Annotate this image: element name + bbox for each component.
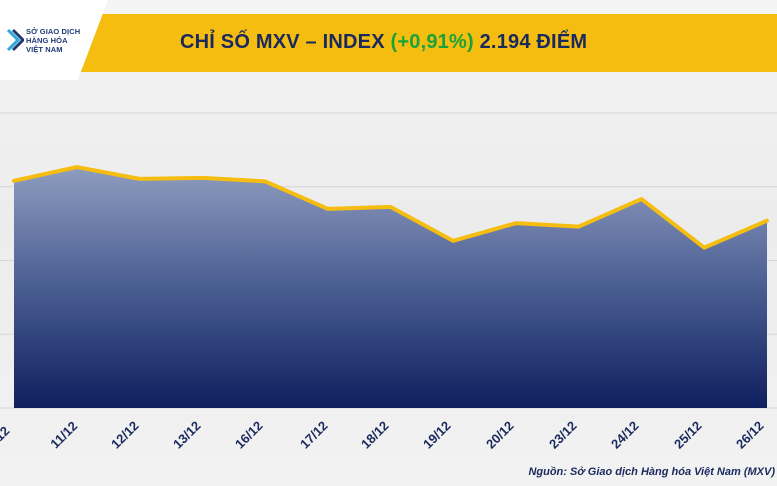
logo-text: SỞ GIAO DỊCH HÀNG HÓA VIỆT NAM bbox=[26, 27, 96, 54]
x-tick-label: /12 bbox=[0, 423, 13, 446]
x-tick-label: 23/12 bbox=[546, 418, 580, 452]
title-prefix: CHỈ SỐ MXV – INDEX bbox=[180, 31, 385, 53]
logo-chevron-icon bbox=[6, 28, 24, 52]
x-tick-label: 12/12 bbox=[108, 418, 142, 452]
chart-title: CHỈ SỐ MXV – INDEX (+0,91%) 2.194 ĐIỂM bbox=[180, 31, 587, 57]
header-band bbox=[70, 14, 777, 72]
x-tick-label: 26/12 bbox=[733, 418, 767, 452]
x-tick-label: 19/12 bbox=[420, 418, 454, 452]
logo-line-3: VIỆT NAM bbox=[26, 45, 63, 54]
x-tick-label: 24/12 bbox=[608, 418, 642, 452]
title-change: (+0,91%) bbox=[390, 31, 474, 53]
logo-line-1: SỞ GIAO DỊCH bbox=[26, 27, 81, 36]
title-suffix: 2.194 ĐIỂM bbox=[479, 31, 588, 53]
index-line bbox=[12, 165, 769, 250]
source-note: Nguồn: Sở Giao dịch Hàng hóa Việt Nam (M… bbox=[528, 466, 775, 478]
x-tick-label: 16/12 bbox=[232, 418, 266, 452]
area-fill bbox=[14, 167, 767, 408]
x-tick-label: 13/12 bbox=[170, 418, 204, 452]
x-tick-label: 11/12 bbox=[47, 418, 80, 451]
x-tick-label: 18/12 bbox=[358, 418, 392, 452]
x-tick-label: 25/12 bbox=[671, 418, 705, 452]
x-tick-label: 20/12 bbox=[483, 418, 517, 452]
logo-line-2: HÀNG HÓA bbox=[26, 36, 68, 45]
x-tick-labels: /12 11/12 12/12 13/12 16/12 17/12 18/12 19/12 20… bbox=[0, 418, 767, 452]
x-tick-label: 17/12 bbox=[297, 418, 331, 452]
